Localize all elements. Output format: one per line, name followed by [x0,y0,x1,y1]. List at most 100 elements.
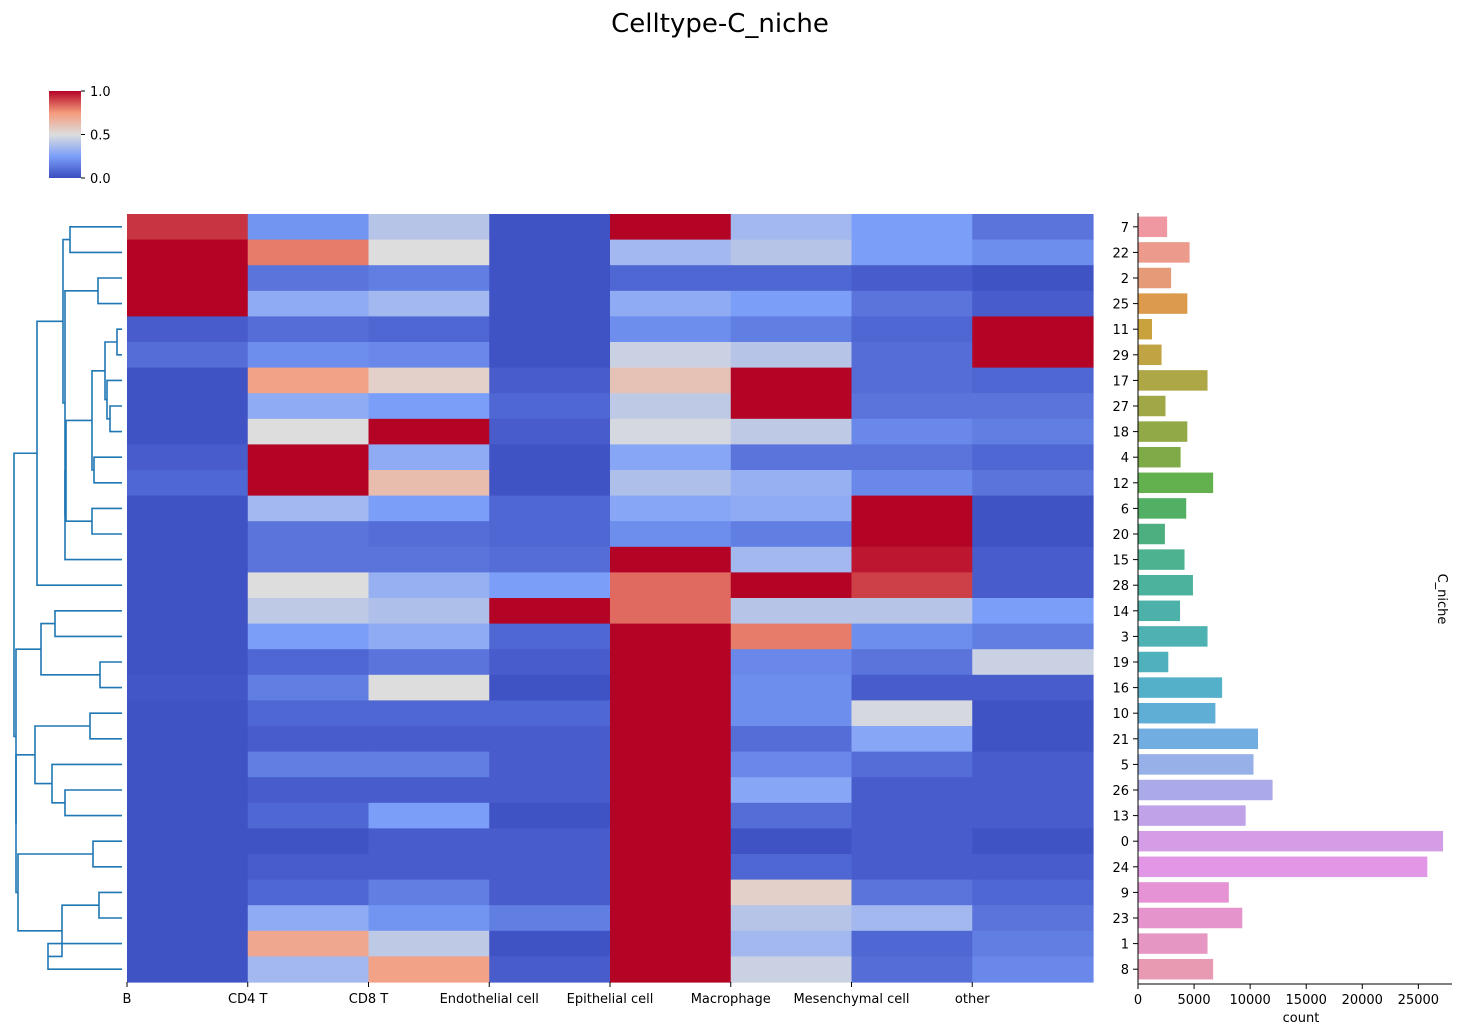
heatmap-cell [127,700,249,727]
heatmap-cell [610,623,732,650]
count-bar [1138,702,1216,724]
count-bar [1138,958,1214,980]
heatmap-cell [730,649,853,676]
dendrogram-link [36,320,122,586]
heatmap-cell [730,290,853,317]
heatmap-cell [730,444,853,471]
heatmap-cell [851,546,973,573]
dendrogram-link [64,290,98,516]
heatmap-cell [127,546,249,573]
heatmap-cell [127,470,249,497]
heatmap-cell [610,290,732,317]
heatmap-cell [368,546,490,573]
heatmap-cell [127,598,249,625]
count-bar [1138,395,1166,417]
dendrogram-link [54,610,122,638]
count-bar [1138,293,1188,314]
heatmap-cell [972,546,1094,573]
count-y-tick-label: 10 [1112,707,1129,722]
heatmap-cell [127,214,249,241]
count-bar [1138,830,1444,852]
heatmap-cell [972,905,1094,932]
heatmap-cell [368,674,490,701]
heatmap-cell [610,521,732,548]
heatmap-cell [368,572,490,599]
heatmap-x-tick-label: Epithelial cell [567,992,654,1007]
heatmap-cell [489,393,611,420]
count-bar [1138,318,1153,340]
count-bar [1138,498,1187,519]
count-y-tick-label: 25 [1112,298,1129,313]
dendrogram-link [13,452,37,738]
heatmap-cell [972,214,1094,241]
heatmap-cell [851,239,973,266]
heatmap-cell [247,726,370,753]
heatmap-cell [247,905,370,932]
count-y-tick-label: 3 [1121,630,1129,645]
heatmap-cell [851,290,973,317]
heatmap-cell [247,674,370,701]
dendrogram-link [62,238,70,404]
colorbar-tick-label: 0.0 [90,172,111,187]
heatmap-cell [610,726,732,753]
heatmap-cell [368,828,490,855]
heatmap-cell [972,777,1094,804]
count-bar [1138,421,1188,442]
count-y-tick-label: 23 [1112,912,1129,927]
heatmap-cell [851,418,973,445]
heatmap-cell [972,521,1094,548]
heatmap-cell [489,854,611,881]
count-bar [1138,523,1165,545]
heatmap-cell [851,726,973,753]
heatmap-cell [368,418,490,445]
count-bar [1138,779,1273,801]
heatmap-cell [247,649,370,676]
heatmap-cell [610,444,732,471]
heatmap-cell [127,521,249,548]
row-dendrogram [13,226,122,970]
dendrogram-link [65,419,92,522]
heatmap-x-tick-label: CD8 T [349,992,388,1007]
count-y-tick-label: 1 [1121,938,1129,953]
heatmap-cell [247,828,370,855]
heatmap-cell [368,495,490,522]
heatmap-cell [851,905,973,932]
heatmap-cell [247,214,370,241]
heatmap-cell [972,674,1094,701]
heatmap-cell [730,879,853,906]
heatmap-cell [127,777,249,804]
heatmap-cell [127,751,249,778]
heatmap-cell [610,265,732,292]
heatmap-cell [730,828,853,855]
heatmap-x-axis: B CD4 T CD8 T Endothelial cell Epithelial ce… [123,982,990,1007]
heatmap-cell [972,418,1094,445]
heatmap-cell [610,367,732,394]
dendrogram-link [34,725,90,785]
heatmap-cell [972,495,1094,522]
heatmap-cell [610,854,732,881]
count-x-tick-label: 10000 [1229,993,1270,1008]
heatmap-cell [247,470,370,497]
heatmap-cell [730,342,853,369]
heatmap-cell [972,598,1094,625]
heatmap-cell [489,290,611,317]
heatmap-cell [851,700,973,727]
heatmap-cell [489,802,611,829]
heatmap-cell [730,521,853,548]
dendrogram-link [51,763,122,804]
dendrogram-link [109,405,122,433]
heatmap-cell [972,700,1094,727]
heatmap-cell [610,930,732,957]
count-bar [1138,933,1208,954]
heatmap-cell [730,214,853,241]
heatmap-cell [851,470,973,497]
heatmap-cell [730,623,853,650]
heatmap-cell [127,572,249,599]
count-bar [1138,242,1190,263]
dendrogram-link [98,891,122,919]
heatmap-cell [368,623,490,650]
count-bar [1138,267,1172,289]
heatmap-cell [247,700,370,727]
heatmap-cell [610,495,732,522]
heatmap-cell [368,290,490,317]
